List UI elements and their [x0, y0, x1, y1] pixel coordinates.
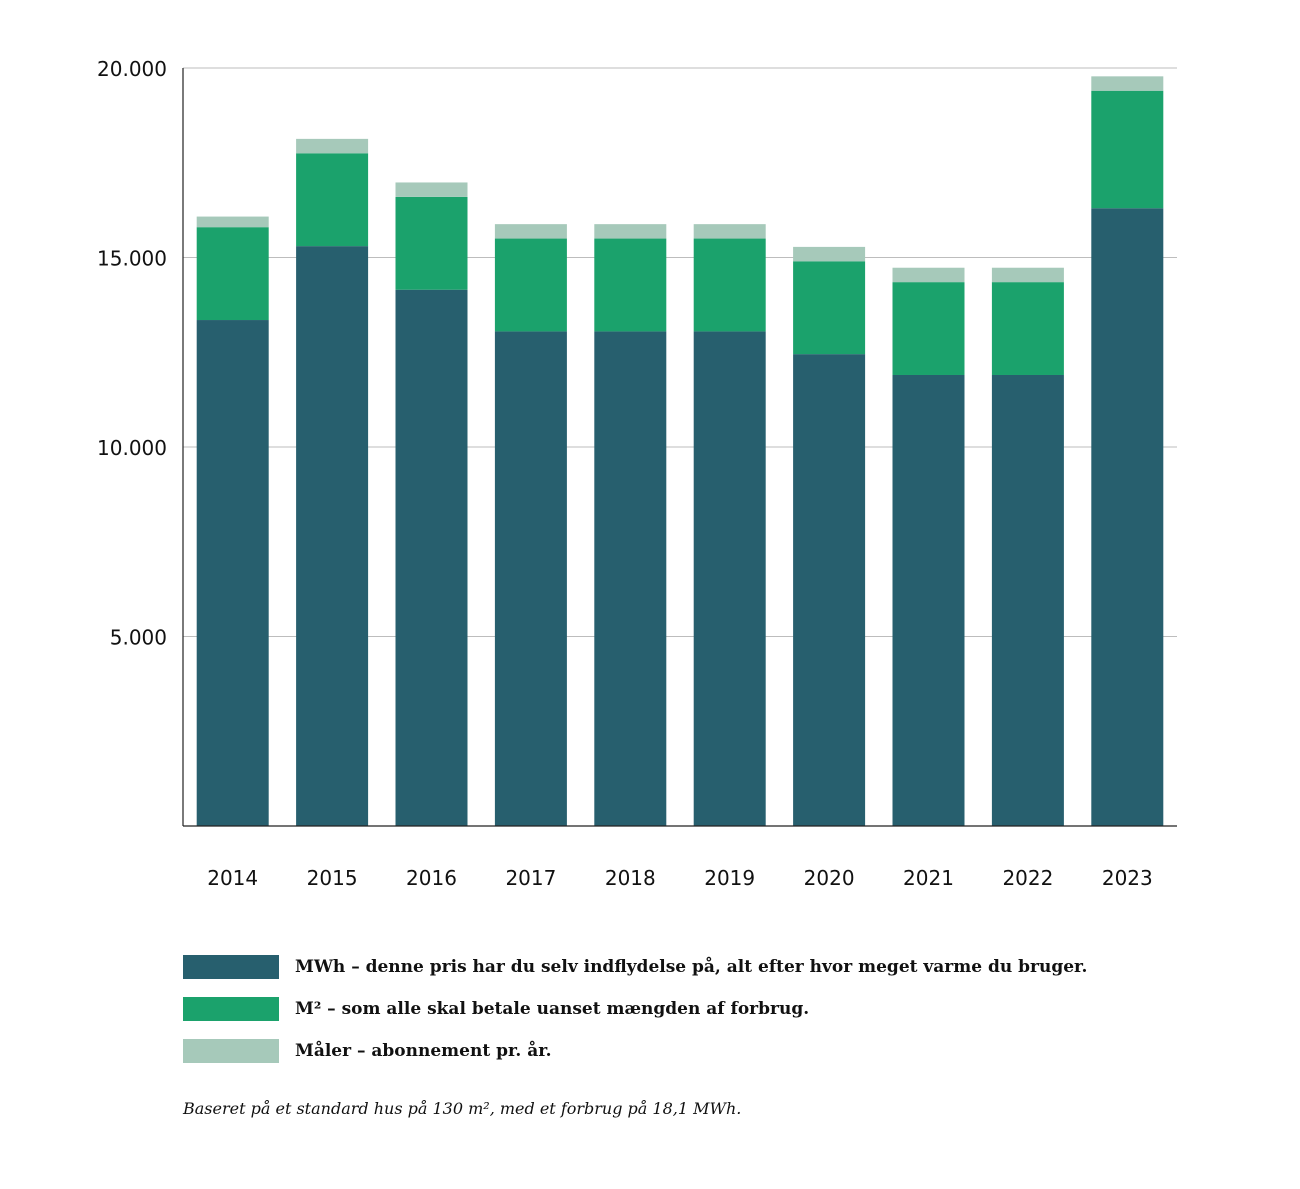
bar-segment-m2: [793, 261, 866, 355]
bars: [196, 76, 1164, 827]
y-tick-label: 15.000: [97, 247, 167, 271]
bar-segment-m2: [1091, 90, 1164, 209]
bar-segment-mwh: [1091, 208, 1164, 827]
x-tick-label: 2019: [704, 866, 755, 890]
x-tick-label: 2015: [307, 866, 358, 890]
bar-segment-maaler: [1091, 76, 1164, 91]
bar-segment-maaler: [793, 246, 866, 262]
x-tick-label: 2014: [207, 866, 258, 890]
legend: MWh – denne pris har du selv indflydelse…: [183, 955, 1087, 1081]
legend-label-maaler: Måler – abonnement pr. år.: [295, 1041, 552, 1061]
x-tick-label: 2021: [903, 866, 954, 890]
bar-segment-maaler: [693, 224, 766, 239]
bar-segment-mwh: [594, 331, 667, 826]
footnote: Baseret på et standard hus på 130 m², me…: [183, 1099, 742, 1118]
bar-segment-m2: [594, 238, 667, 332]
y-tick-label: 10.000: [97, 436, 167, 460]
bar-segment-m2: [494, 238, 567, 332]
x-tick-label: 2018: [605, 866, 656, 890]
bar-segment-mwh: [395, 289, 468, 827]
x-tick-label: 2020: [804, 866, 855, 890]
legend-item-mwh: MWh – denne pris har du selv indflydelse…: [183, 955, 1087, 979]
legend-swatch-m2: [183, 997, 279, 1021]
y-tick-label: 20.000: [97, 57, 167, 81]
y-tick-label: 5.000: [110, 626, 167, 650]
bar-segment-m2: [991, 282, 1064, 375]
bar-segment-maaler: [991, 267, 1064, 283]
bar-segment-mwh: [494, 331, 567, 826]
bar-segment-m2: [395, 196, 468, 290]
bar-segment-mwh: [296, 246, 369, 826]
legend-label-mwh: MWh – denne pris har du selv indflydelse…: [295, 957, 1088, 977]
bar-segment-mwh: [991, 374, 1064, 826]
legend-item-m2: M² – som alle skal betale uanset mængden…: [183, 997, 1087, 1021]
bar-segment-maaler: [296, 138, 369, 154]
x-tick-label: 2023: [1102, 866, 1153, 890]
bar-segment-maaler: [196, 216, 269, 228]
x-tick-label: 2022: [1002, 866, 1053, 890]
bar-segment-mwh: [892, 374, 965, 826]
axes: [182, 68, 1177, 827]
legend-item-maaler: Måler – abonnement pr. år.: [183, 1039, 1087, 1063]
y-axis-ticks: 5.000 10.000 15.000 20.000: [97, 57, 167, 650]
legend-label-m2: M² – som alle skal betale uanset mængden…: [295, 999, 810, 1019]
legend-swatch-maaler: [183, 1039, 279, 1063]
bar-segment-m2: [196, 227, 269, 321]
x-axis-ticks: 2014 2015 2016 2017 2018 2019 2020 2021 2022 2023: [207, 866, 1153, 890]
bar-segment-maaler: [594, 224, 667, 239]
legend-swatch-mwh: [183, 955, 279, 979]
bar-segment-mwh: [196, 320, 269, 826]
bar-segment-mwh: [793, 354, 866, 826]
bar-segment-mwh: [693, 331, 766, 826]
bar-segment-m2: [693, 238, 766, 332]
bar-segment-maaler: [892, 267, 965, 283]
x-tick-label: 2017: [505, 866, 556, 890]
stacked-bar-chart: 5.000 10.000 15.000 20.000 2014 2015 2016 2017…: [97, 57, 1177, 890]
bar-segment-m2: [892, 282, 965, 375]
x-tick-label: 2016: [406, 866, 457, 890]
bar-segment-maaler: [494, 224, 567, 239]
bar-segment-maaler: [395, 182, 468, 197]
bar-segment-m2: [296, 153, 369, 247]
